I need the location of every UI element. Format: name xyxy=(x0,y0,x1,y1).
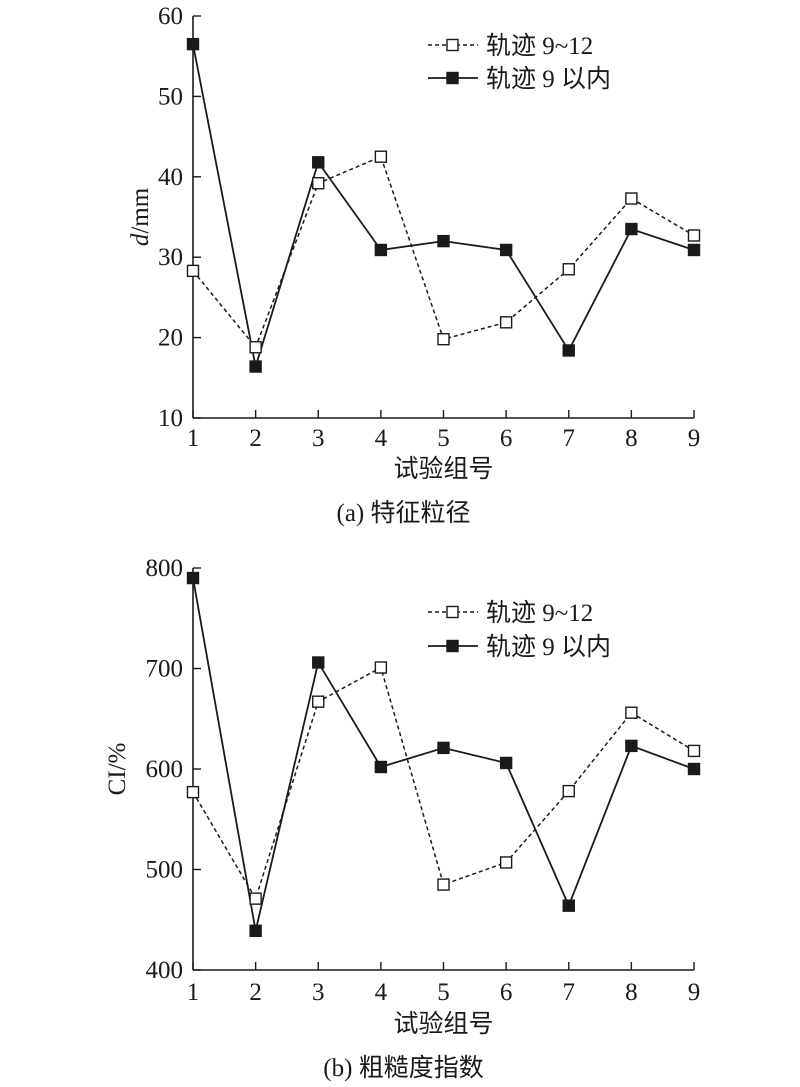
y-tick-label: 60 xyxy=(158,3,183,30)
x-tick-label: 9 xyxy=(688,425,701,452)
data-point-series-2 xyxy=(312,156,325,169)
data-point-series-2 xyxy=(186,37,200,51)
data-point-series-2 xyxy=(437,234,450,248)
data-point-series-1 xyxy=(249,892,262,905)
y-tick-label: 700 xyxy=(146,656,184,683)
x-tick-label: 6 xyxy=(500,425,513,452)
y-axis-title: CI/% xyxy=(104,743,131,796)
y-tick-label: 50 xyxy=(158,83,183,110)
x-tick-label: 8 xyxy=(625,979,638,1006)
y-axis-title-symbol: d xyxy=(127,233,154,246)
data-point-series-2 xyxy=(687,762,701,776)
y-tick-label: 400 xyxy=(146,957,184,984)
data-point-series-1 xyxy=(687,744,701,758)
y-tick-label: 10 xyxy=(158,405,183,432)
data-point-series-1 xyxy=(312,177,325,190)
x-tick-label: 7 xyxy=(563,425,576,452)
x-tick-label: 5 xyxy=(437,979,450,1006)
data-point-series-1 xyxy=(687,229,701,242)
x-tick-label: 1 xyxy=(187,425,200,452)
data-point-series-2 xyxy=(186,571,200,585)
data-point-series-1 xyxy=(186,264,200,278)
data-point-series-1 xyxy=(625,706,638,719)
chart-panel-b: 400 500 600 700 800 1 2 3 4 5 6 7 8 9 试验组号 (b) 粗糙度指数 CI/… xyxy=(104,555,700,1082)
series-line-1 xyxy=(192,666,695,901)
data-point-series-2 xyxy=(374,243,388,257)
y-axis-title-unit: CI/% xyxy=(104,743,131,796)
data-point-series-2 xyxy=(437,741,450,755)
x-tick-label: 7 xyxy=(563,979,576,1006)
x-tick-label: 4 xyxy=(375,979,388,1006)
series-line-2 xyxy=(192,577,695,932)
series-line-2 xyxy=(192,43,695,367)
data-point-series-2 xyxy=(499,756,513,770)
y-axis-title: d/mm xyxy=(127,187,154,246)
data-point-series-2 xyxy=(249,924,262,938)
legend-label-2: 轨迹 9 以内 xyxy=(486,633,611,661)
figure-caption: (b) 粗糙度指数 xyxy=(323,1054,483,1082)
data-point-series-1 xyxy=(499,316,513,329)
x-axis-title: 试验组号 xyxy=(393,1010,493,1038)
x-tick-label: 5 xyxy=(437,425,450,452)
chart-panel-a: 10 20 30 40 50 60 1 2 3 4 5 6 7 8 9 试验组号 (a) 特征粒径 d/mm 轨迹 … xyxy=(127,3,700,527)
data-point-series-1 xyxy=(186,785,200,799)
x-tick-label: 6 xyxy=(500,979,513,1006)
data-point-series-1 xyxy=(437,333,450,346)
legend-label-1: 轨迹 9~12 xyxy=(486,32,593,60)
data-point-series-1 xyxy=(499,856,513,869)
x-tick-label: 3 xyxy=(312,979,325,1006)
data-point-series-1 xyxy=(437,878,450,891)
data-point-series-2 xyxy=(687,243,701,257)
x-tick-label: 3 xyxy=(312,425,325,452)
x-axis-title: 试验组号 xyxy=(393,455,493,483)
y-tick-label: 30 xyxy=(158,244,183,271)
x-tick-label: 1 xyxy=(187,979,200,1006)
data-point-series-2 xyxy=(625,739,638,753)
x-tick-label: 8 xyxy=(625,425,638,452)
data-point-series-1 xyxy=(374,661,388,674)
y-tick-label: 500 xyxy=(146,857,184,884)
legend-label-1: 轨迹 9~12 xyxy=(486,599,593,627)
legend-marker-2 xyxy=(446,639,459,653)
legend-marker-2 xyxy=(446,71,459,85)
data-point-series-2 xyxy=(562,344,575,357)
data-point-series-2 xyxy=(562,899,575,912)
y-tick-label: 40 xyxy=(158,164,183,191)
y-tick-label: 20 xyxy=(158,325,183,352)
y-tick-label: 800 xyxy=(146,555,184,582)
figure-caption: (a) 特征粒径 xyxy=(337,499,471,527)
y-axis-title-unit: /mm xyxy=(127,187,154,233)
x-tick-label: 2 xyxy=(249,979,262,1006)
data-point-series-2 xyxy=(312,656,325,669)
data-point-series-1 xyxy=(562,263,575,276)
y-tick-label: 600 xyxy=(146,756,184,783)
data-point-series-1 xyxy=(249,341,262,354)
data-point-series-1 xyxy=(562,784,575,798)
x-tick-label: 4 xyxy=(375,425,388,452)
data-point-series-1 xyxy=(312,695,325,708)
x-tick-label: 9 xyxy=(688,979,701,1006)
legend-marker-1 xyxy=(446,38,459,52)
data-point-series-1 xyxy=(374,150,388,163)
data-point-series-2 xyxy=(249,360,262,373)
data-point-series-2 xyxy=(625,222,638,236)
data-point-series-2 xyxy=(499,243,513,257)
data-point-series-1 xyxy=(625,192,638,205)
legend-marker-1 xyxy=(446,605,459,619)
x-tick-label: 2 xyxy=(249,425,262,452)
legend-label-2: 轨迹 9 以内 xyxy=(486,65,611,93)
data-point-series-2 xyxy=(374,760,388,774)
